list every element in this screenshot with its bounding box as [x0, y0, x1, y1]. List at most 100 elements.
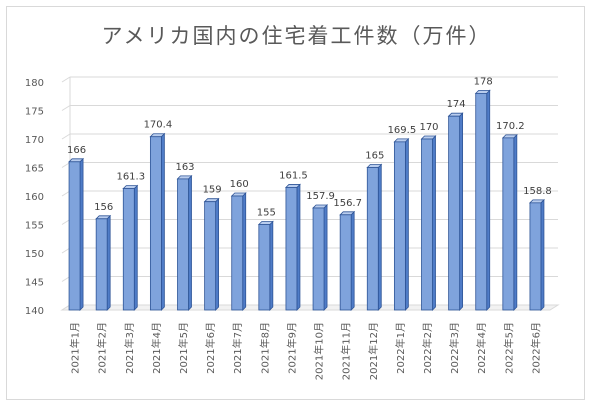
- bar: [447, 112, 464, 311]
- bar: [230, 192, 247, 311]
- bar: [68, 157, 85, 311]
- bar-front: [529, 202, 542, 311]
- bar-front: [421, 138, 433, 311]
- data-label: 155: [257, 208, 276, 219]
- bar-top: [420, 135, 437, 140]
- x-tick-label: 2022年4月: [475, 322, 488, 374]
- x-tick-label: 2021年4月: [150, 322, 163, 374]
- data-label: 170.2: [496, 121, 525, 132]
- bar-side: [540, 198, 545, 311]
- bar: [420, 135, 437, 311]
- chart-title: アメリカ国内の住宅着工件数（万件）: [101, 24, 492, 48]
- gridline-side: [61, 105, 71, 111]
- bar: [501, 133, 518, 311]
- data-label: 163: [175, 162, 194, 173]
- y-tick-label: 160: [25, 192, 44, 203]
- y-tick-label: 170: [25, 135, 44, 146]
- bar-top: [312, 204, 329, 209]
- bar-front: [95, 218, 108, 311]
- x-tick-label: 2021年3月: [123, 322, 136, 374]
- bar: [366, 163, 383, 311]
- bar-top: [474, 90, 491, 94]
- y-tick-label: 180: [25, 78, 44, 89]
- bar-top: [95, 215, 112, 220]
- bar-front: [122, 188, 135, 311]
- x-tick-label: 2022年6月: [529, 322, 542, 374]
- bar-side: [486, 89, 491, 311]
- bar-side: [350, 210, 355, 311]
- x-tick-label: 2021年5月: [177, 322, 190, 374]
- bar-side: [188, 174, 192, 311]
- bar-front: [149, 136, 162, 311]
- bar-front: [475, 93, 488, 311]
- x-tick-label: 2021年2月: [96, 322, 109, 374]
- bar-side: [323, 204, 328, 311]
- bar-side: [513, 133, 518, 311]
- bar: [339, 210, 356, 311]
- bar: [284, 183, 301, 311]
- x-tick-label: 2022年2月: [421, 322, 434, 374]
- data-label: 160: [230, 179, 249, 190]
- data-label: 174: [447, 99, 466, 110]
- x-tick-label: 2022年1月: [394, 322, 407, 374]
- bar-front: [68, 161, 81, 311]
- x-tick-label: 2022年5月: [502, 322, 515, 374]
- bar: [122, 184, 139, 311]
- bar-top: [68, 158, 85, 163]
- data-label: 156: [94, 202, 113, 213]
- bar-front: [393, 141, 406, 311]
- data-label: 166: [67, 145, 86, 156]
- bar-top: [447, 112, 464, 117]
- bar-side: [215, 197, 220, 311]
- bar-layer: [68, 89, 545, 311]
- bar-top: [501, 134, 518, 139]
- x-tick-label: 2021年6月: [204, 322, 217, 374]
- x-tick-label: 2021年11月: [340, 322, 353, 380]
- bar-front: [312, 207, 325, 311]
- bar: [257, 220, 274, 311]
- gridline-side: [61, 133, 71, 140]
- gridline-side: [61, 76, 71, 83]
- x-tick-label: 2021年7月: [231, 322, 244, 374]
- bar-side: [79, 157, 84, 311]
- bar-top: [257, 221, 274, 225]
- bar-side: [160, 132, 165, 311]
- bar-front: [177, 178, 189, 311]
- bar-top: [393, 138, 410, 143]
- bar-top: [176, 175, 193, 180]
- data-label: 157.9: [306, 191, 335, 202]
- x-tick-label: 2021年8月: [258, 322, 271, 374]
- bar-side: [133, 184, 138, 311]
- bar-front: [258, 224, 271, 311]
- x-tick-label: 2022年3月: [448, 322, 461, 374]
- y-tick-label: 140: [25, 306, 44, 317]
- y-tick-label: 150: [25, 249, 44, 260]
- bar-front: [285, 187, 298, 311]
- data-label: 161.5: [279, 170, 308, 181]
- bar-front: [339, 214, 352, 311]
- bar-side: [296, 183, 301, 311]
- bar-front: [448, 115, 461, 311]
- bar: [149, 132, 166, 311]
- bar: [474, 89, 491, 311]
- bar-side: [432, 135, 436, 311]
- data-label: 178: [474, 76, 493, 87]
- bar: [203, 197, 220, 311]
- data-label: 170: [419, 122, 438, 133]
- data-label: 165: [365, 151, 384, 162]
- data-label: 156.7: [333, 198, 362, 209]
- data-label: 170.4: [144, 120, 173, 131]
- x-tick-label: 2021年1月: [69, 322, 82, 374]
- bar: [528, 198, 545, 311]
- bar: [312, 204, 329, 311]
- bar-front: [366, 167, 379, 311]
- bar: [393, 137, 410, 311]
- bar-top: [122, 185, 139, 189]
- bar-front: [231, 195, 244, 311]
- label-layer: 140 145 150 155 160 165 170 175 180 166 2021年1月 156…: [25, 76, 552, 380]
- bar-side: [377, 163, 382, 311]
- y-tick-label: 145: [25, 278, 44, 289]
- bar: [95, 214, 112, 311]
- x-tick-label: 2021年10月: [313, 322, 326, 380]
